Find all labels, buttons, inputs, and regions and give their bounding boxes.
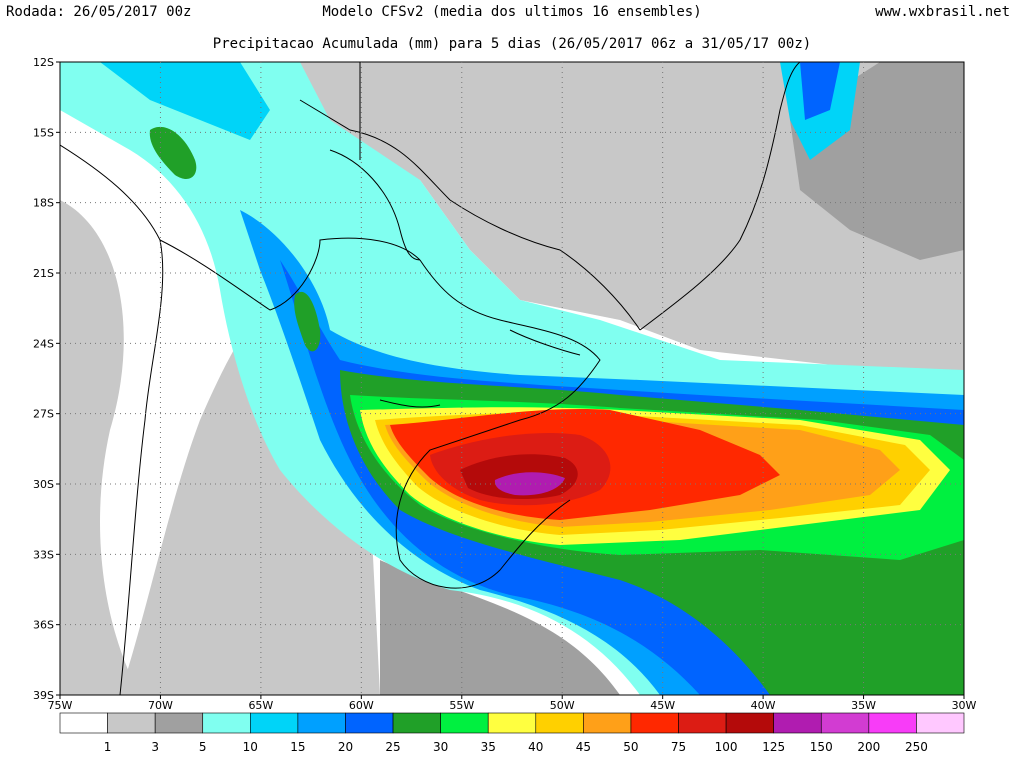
lon-label: 50W bbox=[550, 699, 575, 712]
lat-label: 30S bbox=[33, 478, 54, 491]
colorbar-swatch bbox=[297, 712, 346, 734]
lat-label: 24S bbox=[33, 337, 54, 350]
colorbar-swatch bbox=[250, 712, 299, 734]
lon-label: 65W bbox=[248, 699, 273, 712]
colorbar-label: 45 bbox=[576, 740, 591, 754]
lon-label: 60W bbox=[349, 699, 374, 712]
lon-label: 70W bbox=[148, 699, 173, 712]
map-subtitle: Precipitacao Acumulada (mm) para 5 dias … bbox=[212, 36, 812, 52]
colorbar-swatch bbox=[345, 712, 394, 734]
lat-label: 36S bbox=[33, 619, 54, 632]
colorbar-label: 125 bbox=[762, 740, 785, 754]
model-label: Modelo CFSv2 (media dos ultimos 16 ensem… bbox=[322, 4, 702, 20]
axis-labels: 75W 70W 65W 60W 55W 50W 45W 40W 35W 30W 12S 15S 18S 2… bbox=[33, 56, 977, 712]
colorbar-swatch bbox=[202, 712, 251, 734]
colorbar-swatch bbox=[773, 712, 822, 734]
colorbar-label: 200 bbox=[857, 740, 880, 754]
colorbar-label: 30 bbox=[433, 740, 448, 754]
colorbar-swatch bbox=[725, 712, 774, 734]
colorbar-swatch bbox=[535, 712, 584, 734]
colorbar-label: 10 bbox=[243, 740, 258, 754]
colorbar-label: 5 bbox=[199, 740, 207, 754]
colorbar-label: 25 bbox=[385, 740, 400, 754]
precipitation-field bbox=[60, 62, 964, 695]
lon-label: 40W bbox=[751, 699, 776, 712]
lon-label: 35W bbox=[851, 699, 876, 712]
colorbar-label: 150 bbox=[810, 740, 833, 754]
colorbar-label: 1 bbox=[104, 740, 112, 754]
colorbar-label: 50 bbox=[623, 740, 638, 754]
lat-label: 18S bbox=[33, 197, 54, 210]
lat-label: 15S bbox=[33, 126, 54, 139]
lat-label: 39S bbox=[33, 689, 54, 702]
lon-label: 30W bbox=[952, 699, 977, 712]
colorbar: 1 3 5 10 15 20 25 30 35 40 45 50 75 100 125 150 200 250 bbox=[59, 712, 965, 754]
lon-label: 45W bbox=[650, 699, 675, 712]
colorbar-label: 75 bbox=[671, 740, 686, 754]
colorbar-swatch bbox=[392, 712, 441, 734]
colorbar-label: 3 bbox=[151, 740, 159, 754]
colorbar-swatch bbox=[154, 712, 204, 734]
colorbar-swatch bbox=[440, 712, 489, 734]
colorbar-label: 40 bbox=[528, 740, 543, 754]
lat-label: 27S bbox=[33, 408, 54, 421]
lat-label: 21S bbox=[33, 267, 54, 280]
lat-label: 12S bbox=[33, 56, 54, 69]
colorbar-label: 250 bbox=[905, 740, 928, 754]
colorbar-label: 15 bbox=[290, 740, 305, 754]
lat-label: 33S bbox=[33, 548, 54, 561]
colorbar-swatch bbox=[107, 712, 156, 734]
colorbar-swatch bbox=[820, 712, 870, 734]
colorbar-swatch bbox=[487, 712, 537, 734]
colorbar-swatch bbox=[583, 712, 632, 734]
colorbar-swatch bbox=[868, 712, 917, 734]
lon-label: 75W bbox=[48, 699, 73, 712]
colorbar-label: 20 bbox=[338, 740, 353, 754]
colorbar-swatch bbox=[59, 712, 108, 734]
colorbar-swatch bbox=[630, 712, 679, 734]
lon-label: 55W bbox=[449, 699, 474, 712]
colorbar-label: 35 bbox=[481, 740, 496, 754]
run-date-label: Rodada: 26/05/2017 00z bbox=[6, 4, 192, 20]
colorbar-label: 100 bbox=[715, 740, 738, 754]
site-label: www.wxbrasil.net bbox=[875, 4, 1010, 20]
graticule bbox=[60, 62, 964, 695]
colorbar-swatch bbox=[678, 712, 727, 734]
colorbar-swatch bbox=[916, 712, 965, 734]
